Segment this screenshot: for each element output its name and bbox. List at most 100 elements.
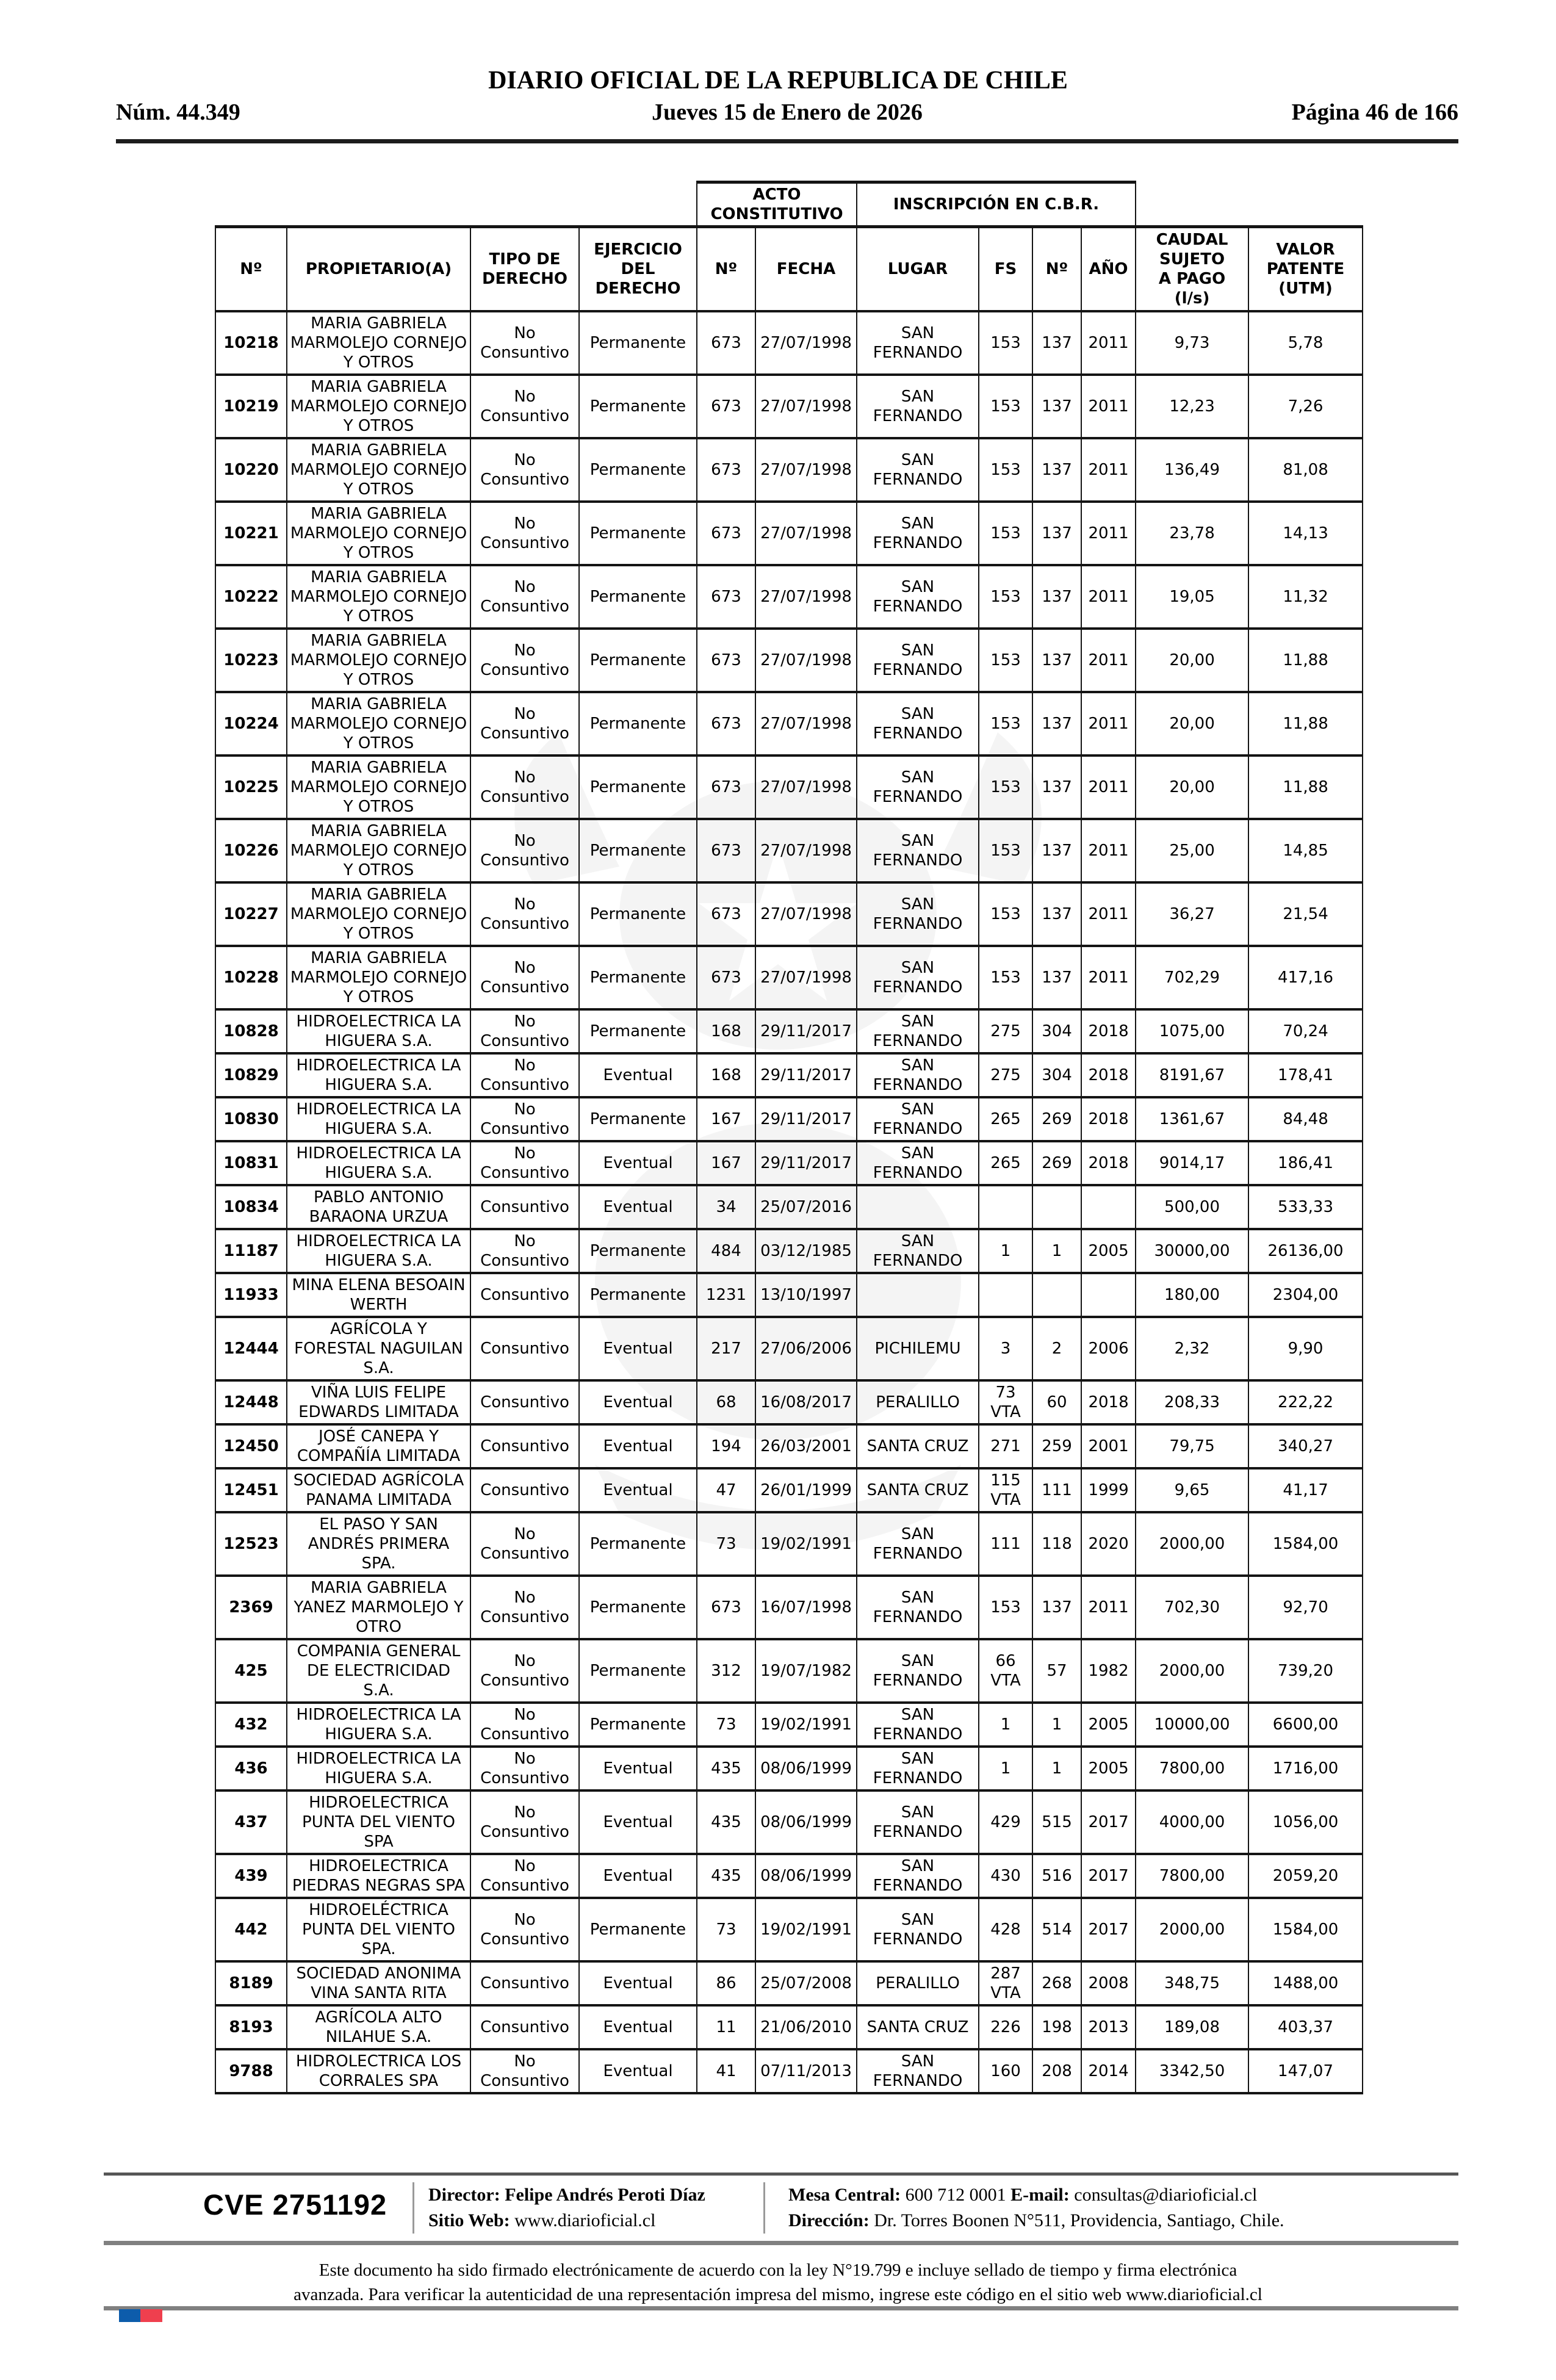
col-ano: AÑO xyxy=(1081,225,1137,312)
footer-gray-rule xyxy=(104,2241,1458,2245)
col-fs: FS xyxy=(978,225,1034,312)
table-cell: 437 xyxy=(215,1789,287,1855)
table-cell: 29/11/2017 xyxy=(754,1052,858,1098)
table-row: 10224 MARIA GABRIELA MARMOLEJO CORNEJO Y … xyxy=(215,691,1364,757)
table-cell: SAN FERNANDO xyxy=(856,373,980,439)
table-cell: 10225 xyxy=(215,754,287,820)
table-cell: 2014 xyxy=(1081,2048,1137,2094)
table-cell: 432 xyxy=(215,1701,287,1748)
table-cell: 10834 xyxy=(215,1184,287,1230)
footer-divider xyxy=(763,2182,765,2234)
table-cell: 287 VTA xyxy=(978,1960,1034,2007)
group-header-spacer xyxy=(215,182,697,227)
table-cell: 11187 xyxy=(215,1228,287,1274)
table-cell: 208 xyxy=(1032,2048,1082,2094)
table-cell: HIDROELECTRICA LA HIGUERA S.A. xyxy=(286,1701,471,1748)
table-cell: MARIA GABRIELA MARMOLEJO CORNEJO Y OTROS xyxy=(286,627,471,693)
director-line: Director: Felipe Andrés Peroti Díaz xyxy=(428,2182,705,2208)
table-cell: 19,05 xyxy=(1135,564,1250,630)
table-cell: HIDROELECTRICA PUNTA DEL VIENTO SPA xyxy=(286,1789,471,1855)
table-cell: 436 xyxy=(215,1745,287,1792)
table-cell: MARIA GABRIELA MARMOLEJO CORNEJO Y OTROS xyxy=(286,437,471,503)
table-cell: Permanente xyxy=(578,945,697,1011)
table-row: 12450 JOSÉ CANEPA Y COMPAÑÍA LIMITADA Cons… xyxy=(215,1423,1364,1469)
table-cell: 673 xyxy=(696,627,756,693)
legal-notice: Este documento ha sido firmado electróni… xyxy=(107,2258,1449,2307)
table-cell: 1231 xyxy=(696,1272,756,1318)
table-cell: 194 xyxy=(696,1423,756,1469)
table-cell: 2059,20 xyxy=(1248,1853,1364,1899)
table-cell: 137 xyxy=(1032,881,1082,947)
table-cell: 1 xyxy=(978,1228,1034,1274)
table-cell: 25/07/2016 xyxy=(754,1184,858,1230)
table-cell: 5,78 xyxy=(1248,310,1364,376)
table-cell: MARIA GABRIELA MARMOLEJO CORNEJO Y OTROS xyxy=(286,691,471,757)
chile-flag-mark xyxy=(119,2309,162,2322)
table-cell: Consuntivo xyxy=(470,1960,580,2007)
table-cell: 137 xyxy=(1032,373,1082,439)
table-cell: PERALILLO xyxy=(856,1960,980,2007)
table-cell: 2018 xyxy=(1081,1008,1137,1055)
table-cell: SAN FERNANDO xyxy=(856,818,980,884)
table-cell: 514 xyxy=(1032,1897,1082,1963)
table-cell: MARIA GABRIELA MARMOLEJO CORNEJO Y OTROS xyxy=(286,500,471,566)
table-cell: 12,23 xyxy=(1135,373,1250,439)
table-cell: 137 xyxy=(1032,691,1082,757)
table-cell xyxy=(1081,1184,1137,1230)
table-cell: 222,22 xyxy=(1248,1379,1364,1426)
table-cell: HIDROELECTRICA LA HIGUERA S.A. xyxy=(286,1052,471,1098)
table-cell: Consuntivo xyxy=(470,1316,580,1382)
table-cell: 516 xyxy=(1032,1853,1082,1899)
table-cell: 137 xyxy=(1032,564,1082,630)
table-cell: 7,26 xyxy=(1248,373,1364,439)
table-cell: 1716,00 xyxy=(1248,1745,1364,1792)
mesa-line: Mesa Central: 600 712 0001 E-mail: consu… xyxy=(788,2182,1284,2208)
table-cell: 86 xyxy=(696,1960,756,2007)
table-cell: 2011 xyxy=(1081,310,1137,376)
table-cell: HIDROELECTRICA LA HIGUERA S.A. xyxy=(286,1228,471,1274)
director-name: Felipe Andrés Peroti Díaz xyxy=(505,2185,705,2205)
direccion-line: Dirección: Dr. Torres Boonen N°511, Prov… xyxy=(788,2208,1284,2234)
table-cell: 10221 xyxy=(215,500,287,566)
table-row: 442 HIDROELÉCTRICA PUNTA DEL VIENTO SPA. N… xyxy=(215,1897,1364,1963)
table-cell: HIDROELECTRICA PIEDRAS NEGRAS SPA xyxy=(286,1853,471,1899)
table-cell: 515 xyxy=(1032,1789,1082,1855)
table-cell: Permanente xyxy=(578,818,697,884)
table-cell: 1361,67 xyxy=(1135,1096,1250,1142)
table-row: 436 HIDROELECTRICA LA HIGUERA S.A. No Cons… xyxy=(215,1745,1364,1792)
table-cell: 186,41 xyxy=(1248,1140,1364,1186)
table-cell: 137 xyxy=(1032,945,1082,1011)
table-cell: No Consuntivo xyxy=(470,754,580,820)
table-cell: 1584,00 xyxy=(1248,1511,1364,1577)
table-cell: 10226 xyxy=(215,818,287,884)
cve-code: CVE 2751192 xyxy=(203,2188,387,2221)
table-cell: 10830 xyxy=(215,1096,287,1142)
table-cell: 2011 xyxy=(1081,691,1137,757)
table-cell: 268 xyxy=(1032,1960,1082,2007)
table-cell: 425 xyxy=(215,1638,287,1704)
table-cell: 2018 xyxy=(1081,1379,1137,1426)
table-cell: 153 xyxy=(978,627,1034,693)
table-cell xyxy=(1032,1184,1082,1230)
table-cell: Consuntivo xyxy=(470,1379,580,1426)
table-cell: Eventual xyxy=(578,1379,697,1426)
footer-contact-block: Mesa Central: 600 712 0001 E-mail: consu… xyxy=(788,2182,1284,2234)
direccion-value: Dr. Torres Boonen N°511, Providencia, Sa… xyxy=(874,2210,1284,2230)
table-cell: 217 xyxy=(696,1316,756,1382)
table-cell: 484 xyxy=(696,1228,756,1274)
table-cell: 2013 xyxy=(1081,2004,1137,2050)
table-cell: 1 xyxy=(1032,1228,1082,1274)
table-cell: 10224 xyxy=(215,691,287,757)
table-cell: 137 xyxy=(1032,1574,1082,1640)
table-cell: SAN FERNANDO xyxy=(856,1008,980,1055)
table-cell: No Consuntivo xyxy=(470,945,580,1011)
table-cell: 79,75 xyxy=(1135,1423,1250,1469)
table-cell: VIÑA LUIS FELIPE EDWARDS LIMITADA xyxy=(286,1379,471,1426)
table-row: 439 HIDROELECTRICA PIEDRAS NEGRAS SPA No C… xyxy=(215,1853,1364,1899)
table-cell: 27/07/1998 xyxy=(754,437,858,503)
table-cell: 11,88 xyxy=(1248,754,1364,820)
table-cell: 269 xyxy=(1032,1096,1082,1142)
table-cell: Consuntivo xyxy=(470,1423,580,1469)
table-cell: 153 xyxy=(978,310,1034,376)
table-cell: Eventual xyxy=(578,1184,697,1230)
